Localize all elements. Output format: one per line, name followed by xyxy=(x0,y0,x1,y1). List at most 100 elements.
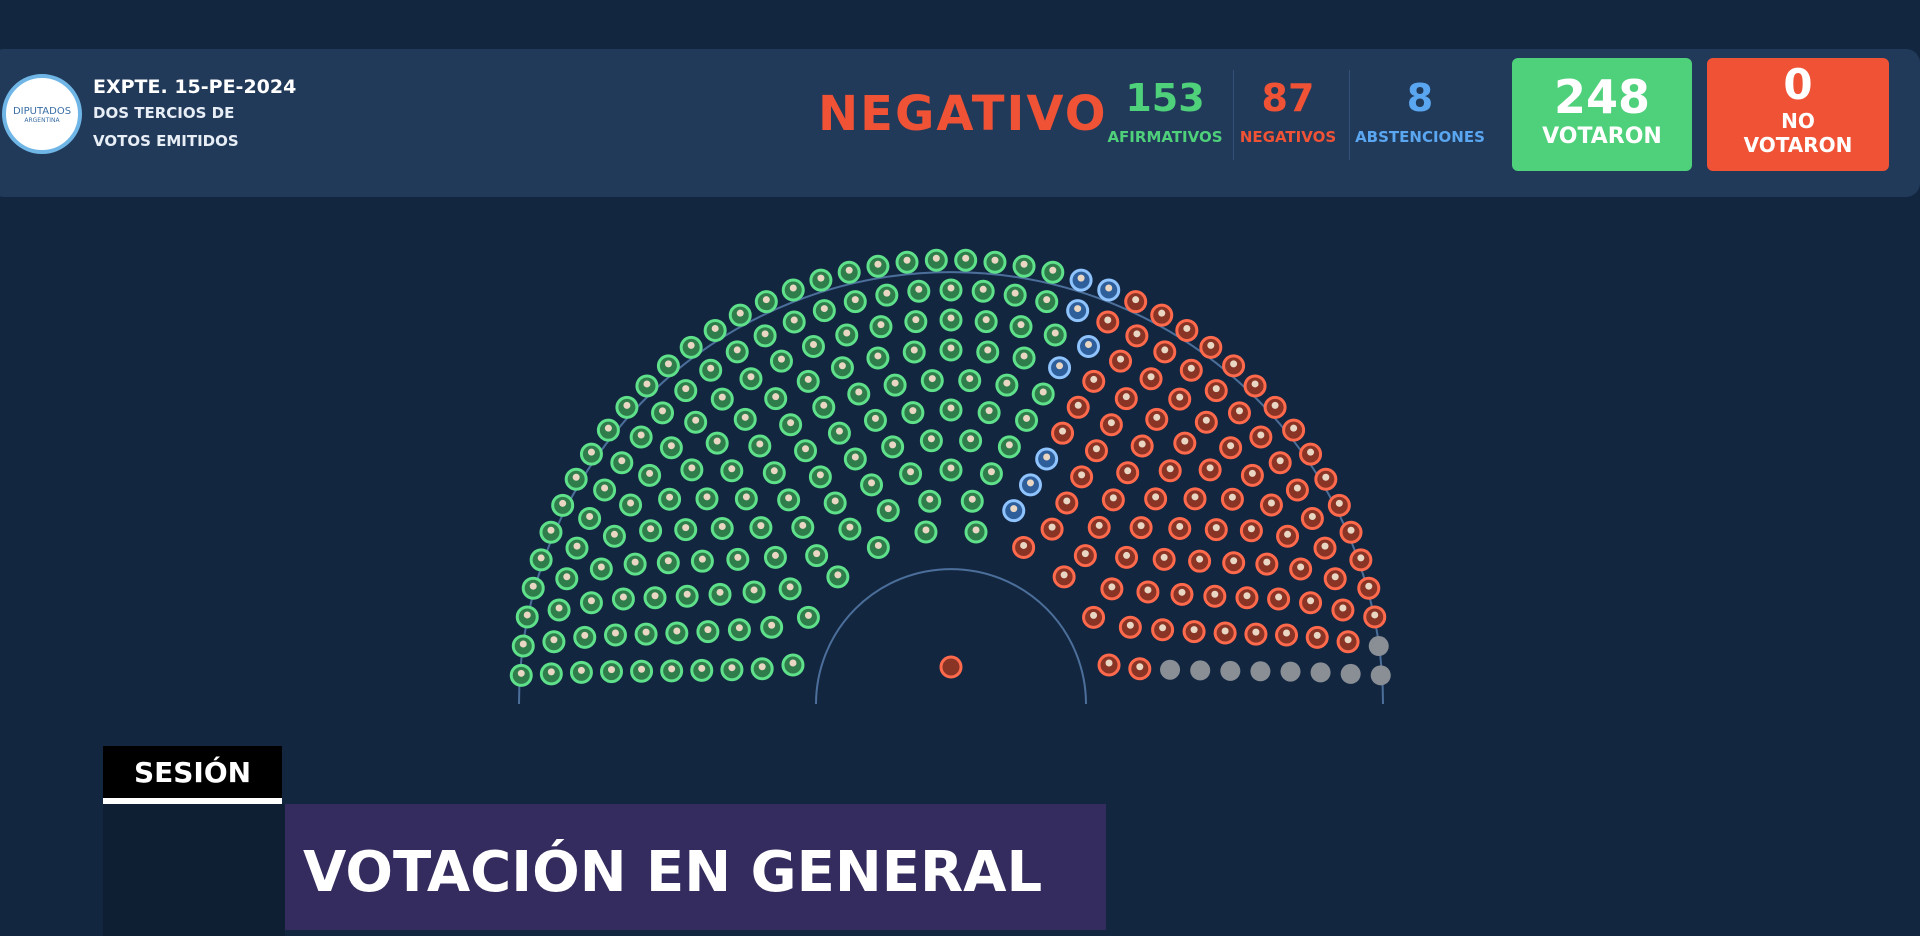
seat-absent xyxy=(1160,659,1181,680)
seat-face xyxy=(1176,523,1184,531)
seat-face xyxy=(868,479,876,487)
seat-face xyxy=(1063,497,1071,505)
seat-face xyxy=(1136,663,1144,671)
seat-face xyxy=(1049,266,1057,274)
seat-face xyxy=(851,296,859,304)
seat-face xyxy=(984,346,992,354)
seat-face xyxy=(770,467,778,475)
seat-face xyxy=(1005,441,1013,449)
seat-face xyxy=(1026,479,1034,487)
seat-face xyxy=(1017,321,1025,329)
seat-face xyxy=(1078,471,1086,479)
seat-face xyxy=(517,669,525,677)
seat-absent xyxy=(1220,660,1241,681)
seat-face xyxy=(747,373,755,381)
seat-face xyxy=(884,505,892,513)
seat-face xyxy=(851,453,859,461)
seat-face xyxy=(1166,465,1174,473)
seat-face xyxy=(1060,571,1068,579)
seat-face xyxy=(772,393,780,401)
seat-face xyxy=(601,484,609,492)
stat: 8 ABSTENCIONES xyxy=(1355,76,1485,146)
seat-face xyxy=(845,266,853,274)
seat-face xyxy=(789,284,797,292)
seat-face xyxy=(647,525,655,533)
seat-face xyxy=(1056,362,1064,370)
seat-face xyxy=(682,385,690,393)
seat-face xyxy=(922,526,930,534)
seat-face xyxy=(790,316,798,324)
seat-face xyxy=(928,375,936,383)
seat-face xyxy=(667,442,675,450)
logo-text: DIPUTADOS xyxy=(12,106,72,117)
seat-face xyxy=(1109,494,1117,502)
seat-face xyxy=(871,414,879,422)
seat-face xyxy=(1276,457,1284,465)
seat-face xyxy=(967,435,975,443)
seat-face xyxy=(1081,550,1089,558)
seat-face xyxy=(736,309,744,317)
seat-face xyxy=(1235,407,1243,415)
seat-face xyxy=(623,401,631,409)
seat-face xyxy=(1206,464,1214,472)
expte: EXPTE. 15-PE-2024 xyxy=(93,76,297,98)
seat-face xyxy=(1043,453,1051,461)
seat-face xyxy=(1183,324,1191,332)
seat-face xyxy=(1252,628,1260,636)
seat-face xyxy=(1023,414,1031,422)
seat-face xyxy=(1159,624,1167,632)
divider xyxy=(1233,70,1234,160)
seat-face xyxy=(1212,524,1220,532)
result: NEGATIVO xyxy=(818,86,1108,142)
seat-face xyxy=(586,513,594,521)
seat-face xyxy=(642,628,650,636)
logo-text: ARGENTINA xyxy=(24,117,60,124)
seat-face xyxy=(682,524,690,532)
seat-face xyxy=(1307,597,1315,605)
stat-value: 248 xyxy=(1553,70,1651,124)
seat-face xyxy=(1095,521,1103,529)
seat-face xyxy=(903,256,911,264)
seat-face xyxy=(985,407,993,415)
seat-face xyxy=(1308,513,1316,521)
seat-face xyxy=(668,665,676,673)
seat-face xyxy=(1161,346,1169,354)
seat-face xyxy=(627,499,635,507)
seat-face xyxy=(1212,385,1220,393)
seat-face xyxy=(947,464,955,472)
seat-face xyxy=(834,571,842,579)
seat-face xyxy=(1020,352,1028,360)
seat-face xyxy=(909,407,917,415)
seat-face xyxy=(768,621,776,629)
seat-face xyxy=(597,563,605,571)
seat-face xyxy=(1322,473,1330,481)
seat-face xyxy=(1105,659,1113,667)
seat-face xyxy=(733,346,741,354)
seat-face xyxy=(813,550,821,558)
seat-face xyxy=(1085,341,1093,349)
seat-face xyxy=(1227,442,1235,450)
seat-face xyxy=(1153,413,1161,421)
divider xyxy=(1349,70,1350,160)
seat-face xyxy=(891,379,899,387)
stat-label: VOTARON xyxy=(1542,124,1662,149)
seat-face xyxy=(1293,484,1301,492)
seat-president xyxy=(939,655,963,679)
seat-face xyxy=(1190,626,1198,634)
seat-face xyxy=(707,364,715,372)
seat-face xyxy=(547,526,555,534)
seat-face xyxy=(761,330,769,338)
seat-face xyxy=(619,593,627,601)
seat-face xyxy=(1020,541,1028,549)
seat-face xyxy=(618,457,626,465)
seat-face xyxy=(1344,636,1352,644)
seat-face xyxy=(728,664,736,672)
seat-face xyxy=(1313,631,1321,639)
seat-face xyxy=(563,573,571,581)
seat-face xyxy=(1104,316,1112,324)
seat-face xyxy=(750,586,758,594)
seat-face xyxy=(604,424,612,432)
seat-face xyxy=(787,419,795,427)
seat-face xyxy=(1211,590,1219,598)
seat-face xyxy=(1263,558,1271,566)
